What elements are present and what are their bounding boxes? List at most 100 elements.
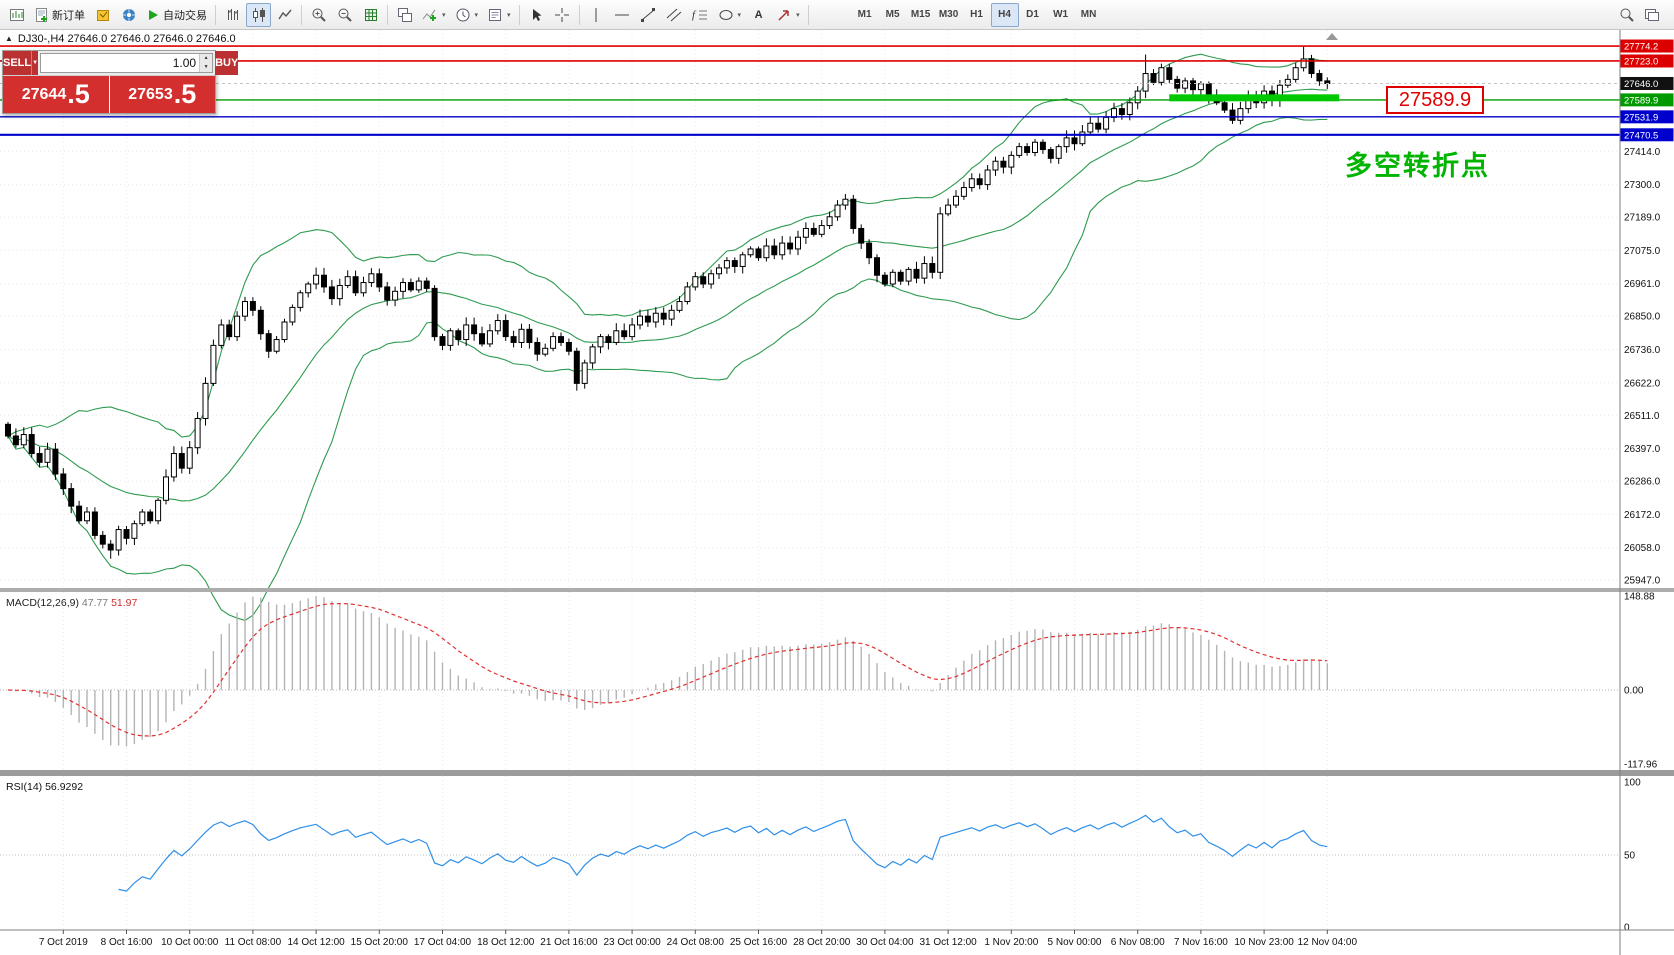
timeframe-mn[interactable]: MN	[1075, 3, 1103, 27]
volume-down-button[interactable]: ▼	[200, 63, 213, 72]
vertical-line-button[interactable]	[584, 3, 609, 27]
gridlines	[0, 30, 1620, 930]
metaeditor-button[interactable]	[90, 3, 115, 27]
periods-button[interactable]: ▾	[451, 3, 483, 27]
price-tag	[1620, 128, 1674, 142]
templates-button[interactable]: ▾	[483, 3, 515, 27]
buy-price-button[interactable]: 27653 .5	[109, 76, 215, 113]
sell-price-button[interactable]: 27644 .5	[3, 76, 109, 113]
sell-price-main: 27644	[21, 85, 67, 103]
auto-trading-button[interactable]: 自动交易	[142, 3, 211, 27]
svg-text:21 Oct 16:00: 21 Oct 16:00	[540, 937, 598, 948]
toolbar-separator	[807, 4, 809, 25]
horizontal-line-button[interactable]	[610, 3, 635, 27]
zoom-out-icon	[338, 8, 352, 22]
community-button[interactable]	[116, 3, 141, 27]
candles	[5, 46, 1331, 559]
search-icon	[1620, 8, 1634, 22]
indicators-button[interactable]: ▾	[418, 3, 450, 27]
new-order-icon	[36, 7, 47, 22]
volume-field: ▲ ▼	[40, 53, 214, 73]
bar-chart-icon	[227, 8, 238, 20]
timeframe-m5[interactable]: M5	[879, 3, 907, 27]
chart-shift-marker[interactable]	[1326, 33, 1338, 40]
shapes-button[interactable]: ▾	[714, 3, 746, 27]
timeframe-group: M1 M5 M15 M30 H1 H4 D1 W1 MN	[851, 2, 1103, 27]
timeframe-w1[interactable]: W1	[1047, 3, 1075, 27]
svg-text:26286.0: 26286.0	[1624, 477, 1661, 488]
tile-windows-button[interactable]	[392, 3, 417, 27]
svg-text:100: 100	[1624, 778, 1641, 789]
svg-text:26961.0: 26961.0	[1624, 279, 1661, 290]
grid-button[interactable]	[358, 3, 383, 27]
cursor-icon	[533, 8, 542, 21]
new-order-button[interactable]: 新订单	[30, 3, 89, 27]
auto-trading-icon	[149, 9, 158, 20]
svg-text:27531.9: 27531.9	[1624, 112, 1658, 123]
search-button[interactable]	[1614, 3, 1639, 27]
timeframe-m15[interactable]: M15	[907, 3, 935, 27]
trade-options-dropdown[interactable]: ▼	[31, 51, 39, 75]
price-axis[interactable]: 27414.0 27300.0 27189.0 27075.0 26961.0 26850…	[1619, 30, 1674, 955]
window-list-button[interactable]	[1639, 3, 1664, 27]
trade-panel-top-row: SELL ▼ ▲ ▼ BUY	[3, 51, 239, 76]
dropdown-caret-icon: ▾	[442, 11, 446, 19]
svg-text:26736.0: 26736.0	[1624, 345, 1661, 356]
buy-button[interactable]: BUY	[215, 51, 239, 75]
community-icon	[122, 8, 135, 21]
svg-text:27189.0: 27189.0	[1624, 213, 1661, 224]
svg-text:26397.0: 26397.0	[1624, 444, 1661, 455]
zoom-out-button[interactable]	[332, 3, 357, 27]
turning-point-label: 多空转折点	[1345, 151, 1490, 181]
chart-plot[interactable]: MACD(12,26,9) 47.77 51.97 RSI(14) 56.9292…	[0, 30, 1674, 955]
pane-labels: MACD(12,26,9) 47.77 51.97 RSI(14) 56.9292	[6, 597, 137, 793]
svg-text:50: 50	[1624, 851, 1636, 862]
new-chart-button[interactable]	[4, 3, 29, 27]
text-button[interactable]: A	[746, 3, 771, 27]
trendline-button[interactable]	[636, 3, 661, 27]
svg-text:10 Nov 23:00: 10 Nov 23:00	[1234, 937, 1294, 948]
candlestick-chart-button[interactable]	[246, 2, 271, 27]
arrows-button[interactable]: ▾	[772, 3, 804, 27]
new-chart-icon	[9, 8, 24, 21]
sell-price-frac: .5	[67, 79, 90, 110]
svg-text:26622.0: 26622.0	[1624, 378, 1661, 389]
shapes-icon	[719, 9, 733, 20]
pane-separator-1[interactable]	[0, 588, 1674, 592]
svg-text:25947.0: 25947.0	[1624, 576, 1661, 587]
sell-button[interactable]: SELL	[3, 51, 32, 75]
cursor-button[interactable]	[524, 3, 549, 27]
toolbar-separator	[518, 4, 520, 25]
line-chart-button[interactable]	[272, 3, 297, 27]
svg-text:26058.0: 26058.0	[1624, 543, 1661, 554]
timeframe-d1[interactable]: D1	[1019, 3, 1047, 27]
time-axis[interactable]: 7 Oct 2019 8 Oct 16:00 10 Oct 00:00 11 Oct …	[0, 929, 1674, 948]
price-tag	[1620, 76, 1674, 90]
auto-trading-label: 自动交易	[163, 9, 207, 22]
timeframe-h1[interactable]: H1	[963, 3, 991, 27]
pane-separator-2[interactable]	[0, 770, 1674, 776]
price-tag	[1620, 93, 1674, 107]
grid-icon	[364, 8, 377, 21]
volume-up-button[interactable]: ▲	[200, 54, 213, 63]
timeframe-h4[interactable]: H4	[990, 2, 1019, 27]
timeframe-m30[interactable]: M30	[935, 3, 963, 27]
volume-input[interactable]	[41, 54, 200, 72]
crosshair-icon	[555, 7, 570, 22]
metaeditor-icon	[96, 9, 109, 21]
channel-button[interactable]	[662, 3, 687, 27]
svg-text:27414.0: 27414.0	[1624, 147, 1661, 158]
svg-text:5 Nov 00:00: 5 Nov 00:00	[1048, 937, 1102, 948]
svg-text:7 Nov 16:00: 7 Nov 16:00	[1174, 937, 1228, 948]
timeframe-m1[interactable]: M1	[851, 3, 879, 27]
bar-chart-button[interactable]	[220, 3, 245, 27]
macd-histogram	[15, 596, 1329, 747]
crosshair-button[interactable]	[550, 3, 575, 27]
fibonacci-button[interactable]: f	[688, 3, 713, 27]
svg-text:8 Oct 16:00: 8 Oct 16:00	[101, 937, 153, 948]
zoom-in-button[interactable]	[306, 3, 331, 27]
arrows-icon	[778, 9, 789, 21]
chart-region: MACD(12,26,9) 47.77 51.97 RSI(14) 56.9292…	[0, 30, 1674, 955]
horizontal-lines	[0, 45, 1620, 136]
svg-text:30 Oct 04:00: 30 Oct 04:00	[856, 937, 914, 948]
